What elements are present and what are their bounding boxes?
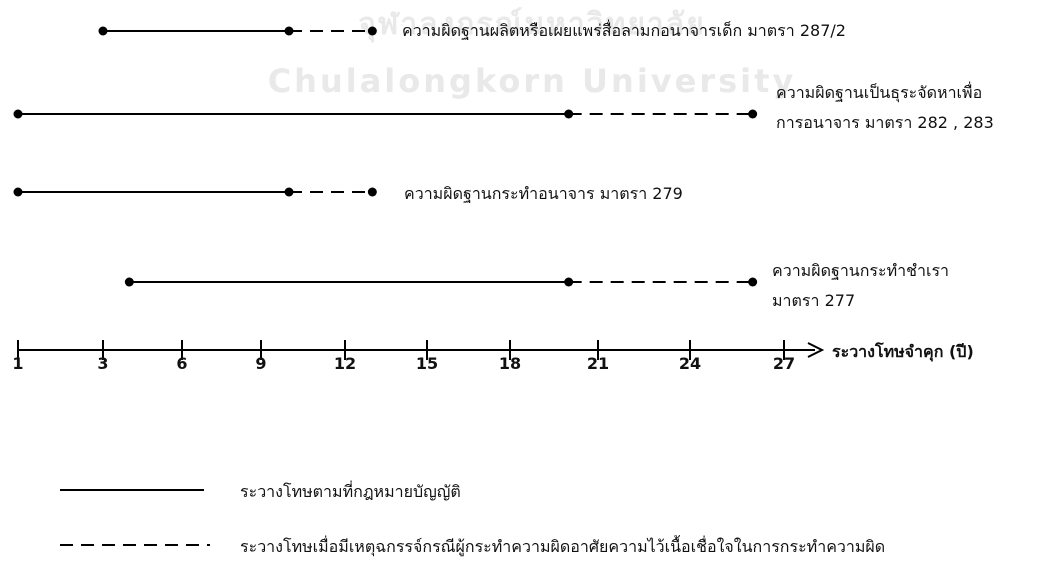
offense-label-277: ความผิดฐานกระทำชำเรา มาตรา 277 xyxy=(772,261,950,310)
statutory-end-point xyxy=(284,26,294,36)
watermark-english: Chulalongkorn University xyxy=(267,62,797,100)
offense-label-279: ความผิดฐานกระทำอนาจาร มาตรา 279 xyxy=(404,184,683,203)
tick-label: 18 xyxy=(498,354,522,373)
axis-title: ระวางโทษจำคุก (ปี) xyxy=(832,342,974,361)
legend-dashed-label: ระวางโทษเมื่อมีเหตุฉกรรจ์กรณีผู้กระทำควา… xyxy=(240,537,886,556)
range-start-point xyxy=(124,277,134,287)
statutory-end-point xyxy=(284,187,294,197)
tick-label: 1 xyxy=(12,354,24,373)
tick-label: 27 xyxy=(772,354,796,373)
tick-label: 15 xyxy=(415,354,439,373)
tick-label: 12 xyxy=(333,354,357,373)
tick-label: 24 xyxy=(678,354,702,373)
tick-label: 9 xyxy=(255,354,267,373)
range-start-point xyxy=(13,109,23,119)
aggravated-end-point xyxy=(748,277,758,287)
tick-label: 3 xyxy=(97,354,109,373)
tick-label: 6 xyxy=(176,354,188,373)
offense-label-287-2: ความผิดฐานผลิตหรือเผยแพร่สื่อลามกอนาจารเ… xyxy=(402,21,846,40)
axis-arrowhead xyxy=(807,342,825,358)
tick-label: 21 xyxy=(586,354,610,373)
range-start-point xyxy=(13,187,23,197)
statutory-end-point xyxy=(564,109,574,119)
watermark-thai: จุฬาลงกรณ์มหาวิทยาลัย xyxy=(358,7,706,42)
aggravated-end-point xyxy=(367,187,377,197)
range-start-point xyxy=(98,26,108,36)
offense-label-282-283: ความผิดฐานเป็นธุระจัดหาเพื่อ การอนาจาร ม… xyxy=(776,83,994,132)
aggravated-end-point xyxy=(748,109,758,119)
legend-solid-label: ระวางโทษตามที่กฎหมายบัญญัติ xyxy=(240,482,461,501)
aggravated-end-point xyxy=(367,26,377,36)
statutory-end-point xyxy=(564,277,574,287)
